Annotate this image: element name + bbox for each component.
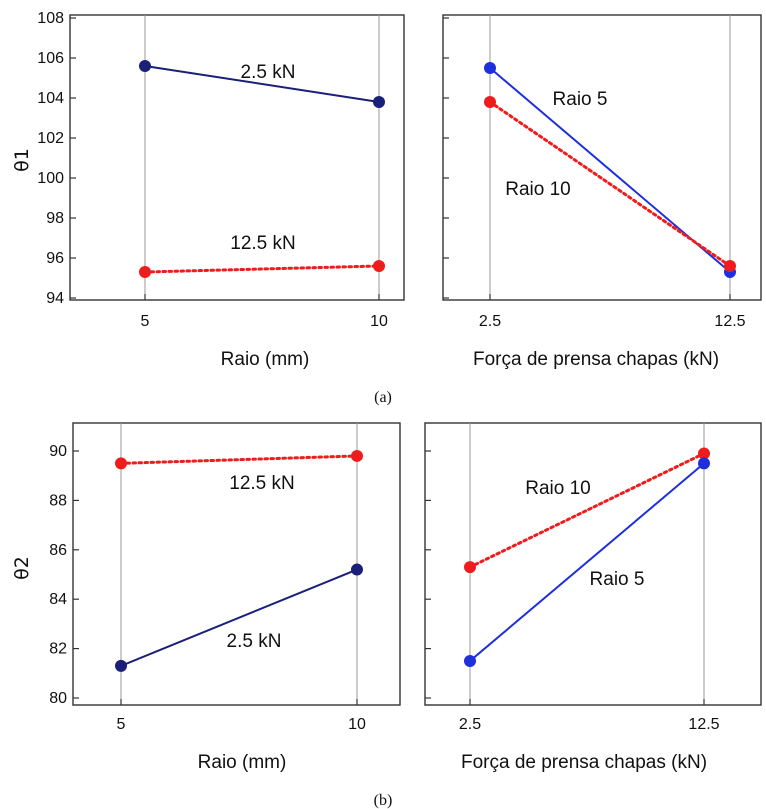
- y-tick-label: 82: [49, 641, 67, 658]
- series-label: Raio 10: [525, 478, 591, 499]
- series-label: 12.5 kN: [230, 233, 295, 254]
- plot-frame: [72, 422, 401, 706]
- data-point: [698, 457, 710, 470]
- series-line: [119, 454, 359, 465]
- y-tick-label: 96: [46, 250, 64, 267]
- y-axis-label: θ2: [11, 556, 33, 580]
- x-tick-label: 10: [370, 313, 388, 330]
- caption-b: (b): [374, 792, 393, 809]
- y-tick-label: 106: [37, 50, 64, 67]
- data-point: [139, 60, 151, 72]
- data-point: [351, 563, 363, 576]
- data-point: [115, 659, 127, 672]
- y-tick-label: 102: [37, 130, 64, 147]
- y-tick-label: 80: [49, 690, 67, 707]
- panel-a-left: θ1 5 10 Raio (mm) 2.5 kN 12.5 kN: [11, 14, 405, 370]
- y-tick-label: 84: [49, 591, 67, 608]
- data-point: [464, 561, 476, 574]
- y-tick-label: 90: [49, 443, 67, 460]
- panel-b-left: θ2 5 10 Raio (mm) 12.5 kN 2.5 kN: [11, 422, 401, 773]
- data-point: [484, 96, 496, 108]
- series-label: Raio 5: [553, 89, 608, 110]
- y-tick-label: 98: [46, 210, 64, 227]
- y-tick-label: 94: [46, 290, 64, 307]
- plot-frame: [69, 14, 405, 301]
- x-tick-label: 10: [348, 716, 366, 733]
- data-point: [724, 260, 736, 272]
- series-line: [488, 100, 732, 268]
- series-label: 2.5 kN: [241, 62, 296, 83]
- x-tick-label: 12.5: [714, 313, 745, 330]
- series-label: 2.5 kN: [227, 631, 282, 652]
- data-point: [464, 654, 476, 667]
- y-tick-label: 100: [37, 170, 64, 187]
- series-label: Raio 10: [505, 179, 571, 200]
- y-tick-label: 108: [37, 10, 64, 27]
- caption-a: (a): [374, 389, 392, 406]
- x-tick-label: 5: [117, 716, 126, 733]
- x-tick-label: 2.5: [459, 716, 481, 733]
- x-tick-label: 5: [141, 313, 150, 330]
- data-point: [373, 96, 385, 108]
- y-tick-label: 104: [37, 90, 64, 107]
- series-line: [469, 462, 705, 662]
- data-point: [484, 62, 496, 74]
- series-label: Raio 5: [590, 569, 645, 590]
- series-line: [468, 451, 706, 569]
- series-label: 12.5 kN: [229, 473, 294, 494]
- panel-a-right: 2.5 12.5 Força de prensa chapas (kN) Rai…: [442, 14, 762, 370]
- plot-frame: [442, 14, 762, 301]
- data-point: [115, 457, 127, 470]
- chart-marks: 94 96 98 100 102 104 106 108 80 82 84 86 88 90: [37, 10, 736, 707]
- x-axis-label: Raio (mm): [221, 349, 310, 370]
- x-axis-label: Força de prensa chapas (kN): [461, 752, 707, 773]
- x-axis-label: Força de prensa chapas (kN): [473, 349, 719, 370]
- y-tick-label: 88: [49, 492, 67, 509]
- data-point: [373, 260, 385, 272]
- x-tick-label: 2.5: [479, 313, 501, 330]
- y-tick-label: 86: [49, 542, 67, 559]
- y-axis-label: θ1: [11, 148, 33, 172]
- data-point: [351, 449, 363, 462]
- series-line: [144, 65, 380, 103]
- plot-frame: [424, 422, 762, 706]
- panel-b-right: 2.5 12.5 Força de prensa chapas (kN) Rai…: [424, 422, 762, 773]
- series-line: [120, 568, 358, 667]
- x-tick-label: 12.5: [688, 716, 719, 733]
- data-point: [139, 266, 151, 278]
- series-line: [143, 264, 381, 274]
- data-point: [698, 447, 710, 460]
- x-axis-label: Raio (mm): [198, 752, 287, 773]
